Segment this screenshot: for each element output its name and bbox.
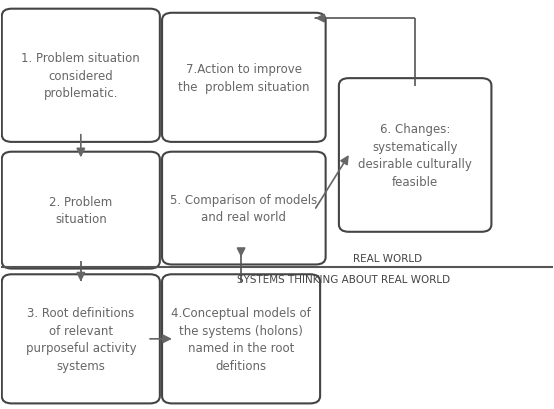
Text: 5. Comparison of models
and real world: 5. Comparison of models and real world [170,193,317,224]
Text: REAL WORLD: REAL WORLD [353,253,422,263]
FancyBboxPatch shape [162,152,326,265]
Text: 6. Changes:
systematically
desirable culturally
feasible: 6. Changes: systematically desirable cul… [358,123,472,188]
Text: SYSTEMS THINKING ABOUT REAL WORLD: SYSTEMS THINKING ABOUT REAL WORLD [237,274,450,285]
Text: 1. Problem situation
considered
problematic.: 1. Problem situation considered problema… [22,52,140,100]
Text: 3. Root definitions
of relevant
purposeful activity
systems: 3. Root definitions of relevant purposef… [25,306,136,372]
FancyBboxPatch shape [2,274,160,403]
FancyBboxPatch shape [339,79,491,232]
FancyBboxPatch shape [162,274,320,403]
FancyBboxPatch shape [162,14,326,143]
FancyBboxPatch shape [2,10,160,143]
Text: 7.Action to improve
the  problem situation: 7.Action to improve the problem situatio… [178,63,310,93]
FancyBboxPatch shape [2,152,160,269]
Text: 4.Conceptual models of
the systems (holons)
named in the root
defitions: 4.Conceptual models of the systems (holo… [171,306,311,372]
Text: 2. Problem
situation: 2. Problem situation [49,196,112,226]
